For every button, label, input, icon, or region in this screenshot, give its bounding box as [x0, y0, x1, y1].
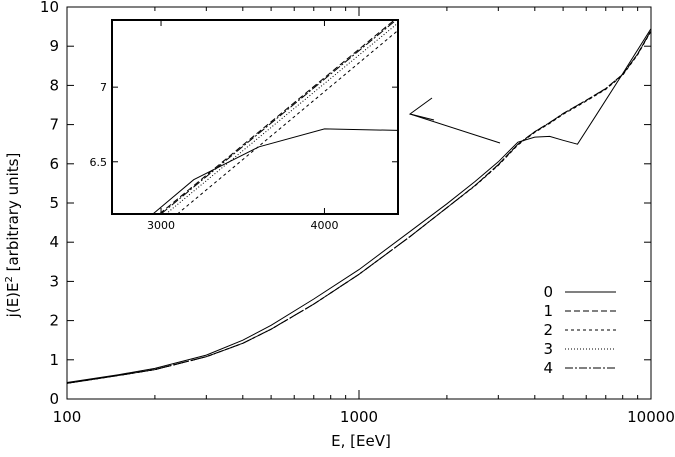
inset-series-group [152, 20, 398, 214]
y-tick-label: 4 [49, 233, 59, 251]
y-tick-label: 2 [49, 312, 59, 330]
legend-label-4: 4 [543, 359, 553, 377]
inset-series-line-0 [152, 128, 398, 214]
y-tick-label: 0 [49, 390, 59, 408]
series-line-0 [66, 28, 652, 383]
y-axis-title-superscript: 2 [4, 276, 15, 282]
arrow-annotation [408, 97, 501, 144]
legend-label-2: 2 [543, 321, 553, 339]
y-axis-title: j(E)E2 [arbitrary units] [4, 153, 22, 319]
y-tick-label: 5 [49, 194, 59, 212]
legend-label-3: 3 [543, 340, 553, 358]
y-tick-label: 10 [40, 0, 59, 16]
inset-series-line-1 [159, 20, 396, 214]
y-axis-title-main: j(E)E [4, 283, 22, 319]
y-tick-label: 3 [49, 272, 59, 290]
legend-label-0: 0 [543, 283, 553, 301]
y-tick-label: 6 [49, 155, 59, 173]
inset-series-line-4 [160, 20, 397, 214]
x-axis-title: E, [EeV] [331, 432, 391, 450]
series-line-4 [66, 30, 652, 384]
inset-x-tick-label: 3000 [147, 219, 175, 232]
inset-x-tick-label: 4000 [310, 219, 338, 232]
y-axis-title-rest: [arbitrary units] [4, 153, 22, 276]
inset-y-tick-label: 7 [100, 81, 107, 94]
x-tick-label: 100 [53, 408, 82, 426]
y-tick-label: 8 [49, 76, 59, 94]
y-tick-label: 1 [49, 351, 59, 369]
inset-plot-area: 6.5 7 3000 4000 [90, 19, 399, 232]
inset-y-tick-label: 6.5 [90, 156, 108, 169]
y-tick-label: 7 [49, 116, 59, 134]
legend-label-1: 1 [543, 302, 553, 320]
inset-series-line-3 [165, 22, 398, 214]
inset-frame [111, 19, 399, 215]
x-tick-label: 1000 [340, 408, 378, 426]
x-tick-label: 10000 [627, 408, 675, 426]
y-tick-label: 9 [49, 37, 59, 55]
